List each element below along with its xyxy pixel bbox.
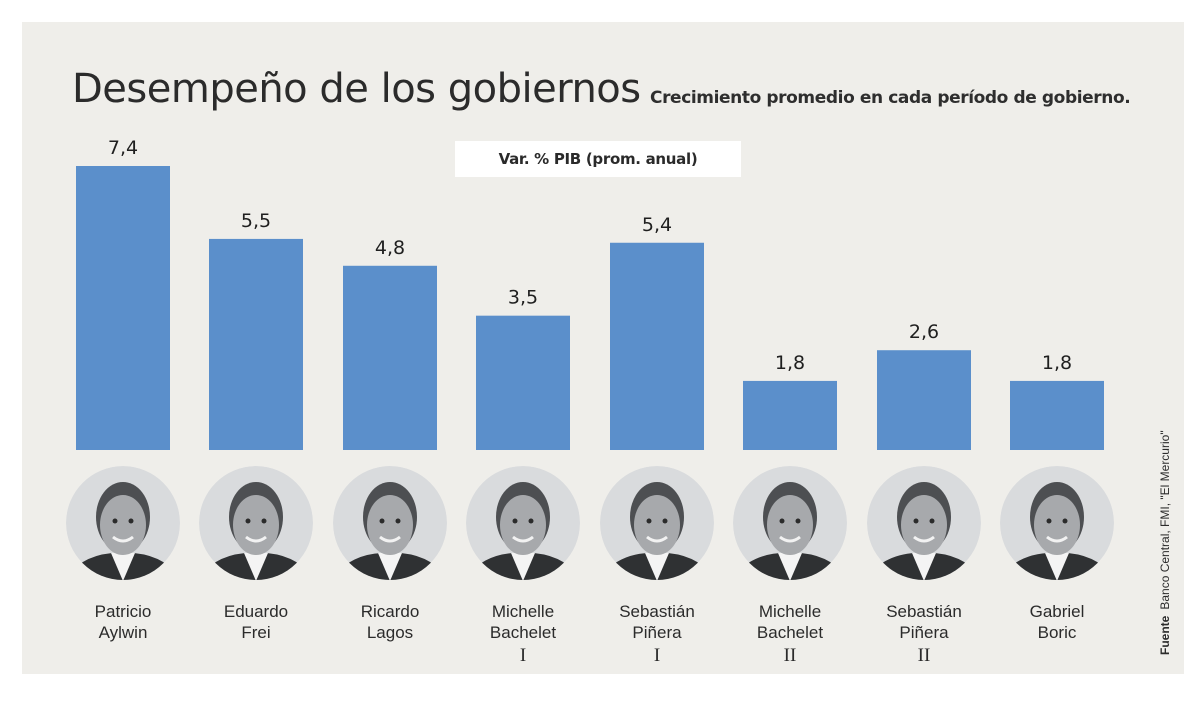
bar <box>76 166 170 450</box>
data-label: 1,8 <box>1042 352 1072 374</box>
category-label: Sebastián <box>619 602 695 621</box>
portrait-eye <box>128 518 134 524</box>
category-label: Gabriel <box>1030 602 1085 621</box>
portrait-smile <box>245 535 267 543</box>
category-label: Lagos <box>367 623 413 642</box>
unit-label: Var. % PIB (prom. anual) <box>455 141 741 177</box>
portrait-shirt <box>511 553 535 580</box>
term-numeral: I <box>654 645 660 666</box>
portrait-eye <box>261 518 267 524</box>
portrait <box>733 466 847 580</box>
portrait-eye <box>1046 518 1052 524</box>
category-label: Patricio <box>95 602 152 621</box>
bar <box>476 315 570 450</box>
portrait-shirt <box>645 553 669 580</box>
category-label: Sebastián <box>886 602 962 621</box>
category-label: Piñera <box>632 623 682 642</box>
data-label: 4,8 <box>375 237 405 259</box>
portrait-smile <box>1046 535 1068 543</box>
portrait-face <box>901 495 947 555</box>
portrait <box>600 466 714 580</box>
portrait-eye <box>1062 518 1068 524</box>
portrait-eye <box>112 518 118 524</box>
portrait-eye <box>646 518 652 524</box>
category-label: Bachelet <box>757 623 823 642</box>
portrait-face <box>1034 495 1080 555</box>
category-label: Boric <box>1038 623 1077 642</box>
portrait <box>1000 466 1114 580</box>
portrait <box>466 466 580 580</box>
category-label: Michelle <box>759 602 821 621</box>
portrait-face <box>367 495 413 555</box>
portrait-smile <box>913 535 935 543</box>
portrait-eye <box>245 518 251 524</box>
chart-title: Desempeño de los gobiernos <box>72 66 641 112</box>
portrait-shirt <box>244 553 268 580</box>
portrait-shirt <box>778 553 802 580</box>
portrait-eye <box>379 518 385 524</box>
term-numeral: II <box>784 645 797 666</box>
data-label: 2,6 <box>909 321 939 343</box>
data-label: 3,5 <box>508 287 538 309</box>
portrait-smile <box>512 535 534 543</box>
term-numeral: I <box>520 645 526 666</box>
category-label: Eduardo <box>224 602 288 621</box>
portrait-face <box>767 495 813 555</box>
bar <box>877 350 971 450</box>
bar <box>209 238 303 450</box>
category-label: Bachelet <box>490 623 556 642</box>
category-label: Michelle <box>492 602 554 621</box>
data-label: 5,5 <box>241 210 271 232</box>
portrait-face <box>500 495 546 555</box>
term-numeral: II <box>918 645 931 666</box>
data-label: 7,4 <box>108 137 138 159</box>
portrait-eye <box>779 518 785 524</box>
chart-subtitle: Crecimiento promedio en cada período de … <box>650 88 1131 108</box>
portrait-eye <box>795 518 801 524</box>
category-label: Frei <box>241 623 270 642</box>
source-label: Fuente <box>1158 615 1172 655</box>
portrait-shirt <box>1045 553 1069 580</box>
source-note: Fuente Banco Central, FMI, "El Mercurio" <box>1158 430 1172 655</box>
portrait <box>199 466 313 580</box>
portrait-smile <box>646 535 668 543</box>
portrait-shirt <box>378 553 402 580</box>
portrait-eye <box>528 518 534 524</box>
portrait-shirt <box>912 553 936 580</box>
category-label: Ricardo <box>361 602 420 621</box>
portrait <box>66 466 180 580</box>
bar <box>343 265 437 450</box>
portrait-eye <box>929 518 935 524</box>
bar <box>610 242 704 450</box>
portrait <box>333 466 447 580</box>
portrait-eye <box>662 518 668 524</box>
portrait-eye <box>512 518 518 524</box>
portrait-eye <box>913 518 919 524</box>
data-label: 1,8 <box>775 352 805 374</box>
portrait-eye <box>395 518 401 524</box>
source-text: Banco Central, FMI, "El Mercurio" <box>1158 430 1172 610</box>
portrait-face <box>233 495 279 555</box>
portrait-face <box>100 495 146 555</box>
category-label: Aylwin <box>99 623 148 642</box>
portrait-shirt <box>111 553 135 580</box>
portrait-smile <box>112 535 134 543</box>
portrait <box>867 466 981 580</box>
data-label: 5,4 <box>642 214 672 236</box>
bar <box>1010 380 1104 450</box>
portrait-face <box>634 495 680 555</box>
category-label: Piñera <box>899 623 949 642</box>
portrait-smile <box>379 535 401 543</box>
portrait-smile <box>779 535 801 543</box>
bar <box>743 380 837 450</box>
